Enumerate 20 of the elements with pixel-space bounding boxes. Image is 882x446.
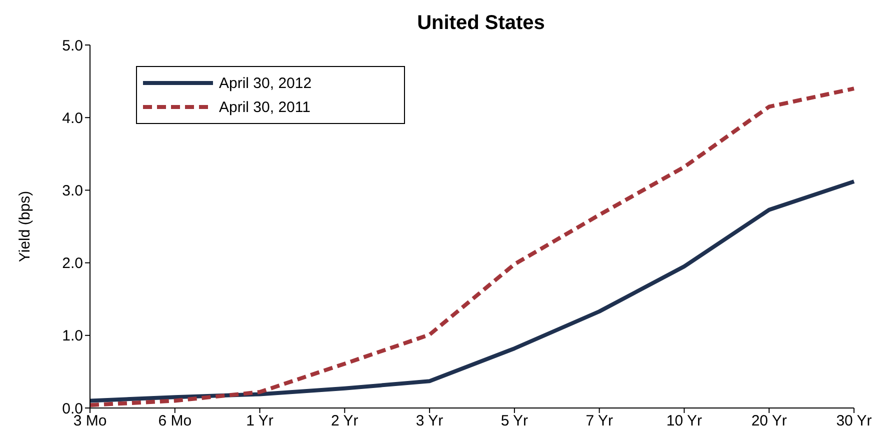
- x-tick-label: 5 Yr: [500, 412, 528, 430]
- line-series: [88, 179, 856, 403]
- x-tick-label: 3 Mo: [73, 412, 107, 430]
- legend-label: April 30, 2011: [219, 98, 310, 116]
- y-tick-label: 3.0: [62, 182, 83, 200]
- y-tick-label: 5.0: [62, 37, 83, 54]
- y-tick-label: 1.0: [62, 328, 83, 345]
- y-tick-label: 4.0: [62, 110, 83, 127]
- x-tick-label: 1 Yr: [246, 412, 274, 430]
- x-tick-label: 2 Yr: [331, 412, 358, 430]
- chart-title: United States: [416, 12, 546, 35]
- y-tick-label: 2.0: [62, 255, 83, 272]
- x-tick-label: 20 Yr: [751, 412, 787, 430]
- x-tick-label: 6 Mo: [158, 412, 192, 430]
- legend-label: April 30, 2012: [219, 74, 312, 92]
- x-tick-label: 30 Yr: [836, 412, 872, 430]
- x-tick-label: 3 Yr: [416, 412, 444, 430]
- x-tick-label: 10 Yr: [666, 412, 702, 430]
- x-tick-label: 7 Yr: [586, 412, 613, 430]
- y-axis-title: Yield (bps): [16, 190, 34, 262]
